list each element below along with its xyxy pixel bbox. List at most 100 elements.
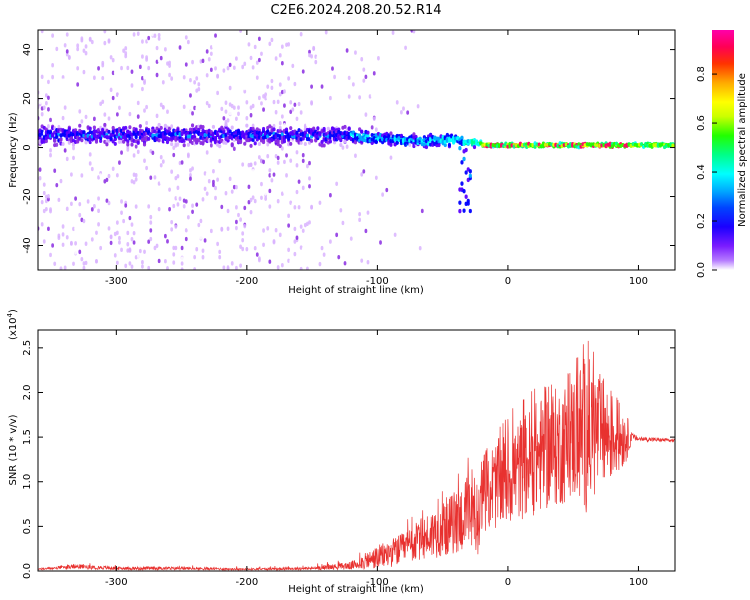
snr-line: [38, 340, 675, 571]
heatmap-cell: [153, 84, 157, 90]
heatmap-cell: [184, 199, 188, 204]
heatmap-cell: [92, 55, 96, 61]
heatmap-cell: [211, 124, 216, 129]
heatmap-cell: [230, 189, 234, 194]
heatmap-cell: [51, 189, 55, 194]
heatmap-cell: [306, 163, 309, 169]
heatmap-cell: [270, 109, 274, 114]
heatmap-cell: [118, 235, 121, 241]
heatmap-cell: [339, 142, 343, 147]
heatmap-cell: [65, 32, 69, 37]
heatmap-cell: [335, 181, 339, 186]
heatmap-cell: [136, 100, 140, 106]
heatmap-cell: [199, 262, 203, 267]
heatmap-cell: [301, 152, 305, 158]
heatmap-cell: [126, 142, 130, 147]
heatmap-cell: [230, 208, 234, 213]
heatmap-cell: [103, 30, 107, 34]
heatmap-cell: [61, 142, 65, 147]
heatmap-cell: [209, 67, 213, 73]
heatmap-cell: [128, 227, 132, 232]
heatmap-cell: [145, 104, 149, 110]
heatmap-cell: [101, 93, 105, 98]
heatmap-cell: [178, 45, 182, 50]
heatmap-cell: [368, 34, 372, 39]
heatmap-cell: [468, 208, 472, 214]
heatmap-cell: [274, 189, 278, 194]
heatmap-cell: [124, 263, 128, 269]
heatmap-cell: [90, 166, 94, 172]
heatmap-cell: [189, 168, 192, 173]
heatmap-cell: [176, 174, 180, 179]
heatmap-cell: [285, 153, 288, 158]
heatmap-cell: [316, 55, 320, 61]
heatmap-cell: [124, 46, 128, 51]
heatmap-cell: [249, 143, 253, 148]
heatmap-cell: [262, 242, 265, 247]
heatmap-cell: [245, 246, 249, 252]
heatmap-cell: [197, 82, 201, 87]
snr-y-tick-label: 1.5: [22, 429, 33, 445]
heatmap-cell: [343, 124, 347, 129]
heatmap-cell: [92, 121, 96, 127]
snr-y-tick-label: 0.0: [22, 563, 33, 579]
heatmap-cell: [126, 147, 130, 152]
heatmap-cell: [293, 226, 297, 232]
heatmap-cell: [262, 107, 265, 112]
heatmap-cell: [55, 74, 59, 80]
heatmap-cell: [299, 32, 303, 37]
heatmap-cell: [120, 210, 123, 215]
heatmap-cell: [251, 65, 255, 70]
heatmap-cell: [107, 200, 111, 206]
heatmap-cell: [374, 139, 378, 144]
heatmap-cell: [82, 48, 86, 53]
heatmap-cell: [59, 178, 63, 184]
heatmap-cell: [174, 224, 178, 229]
figure-title: C2E6.2024.208.20.52.R14: [270, 3, 441, 18]
heatmap-cell: [164, 259, 167, 264]
heatmap-cell: [224, 122, 228, 127]
heatmap-cell: [303, 242, 307, 247]
heatmap-cell: [280, 146, 284, 151]
heatmap-cell: [197, 86, 201, 92]
colorbar-ticks: 0.0 0.2 0.4 0.6 0.8: [696, 66, 717, 278]
heatmap-cell: [266, 61, 270, 66]
heatmap-cell: [191, 166, 194, 171]
heatmap-cell: [362, 78, 366, 83]
heatmap-cell: [268, 173, 272, 178]
heatmap-cell: [207, 108, 211, 114]
heatmap-cell: [174, 196, 178, 201]
heatmap-cell: [197, 162, 201, 168]
heatmap-cell: [297, 101, 301, 107]
heatmap-cell: [324, 36, 328, 42]
heatmap-cell: [186, 242, 190, 248]
heatmap-cell: [149, 184, 153, 190]
heatmap-cell: [118, 240, 121, 245]
heatmap-cell: [90, 207, 94, 212]
heatmap-cell: [324, 30, 328, 35]
heatmap-cell: [276, 99, 280, 105]
heatmap-cell: [186, 152, 190, 157]
heatmap-cell: [161, 70, 165, 75]
heatmap-cell: [312, 196, 316, 201]
heatmap-cell: [168, 30, 171, 33]
spectrogram-y-tick-label: 20: [22, 92, 33, 105]
heatmap-cell: [205, 100, 209, 106]
heatmap-cell: [437, 143, 441, 148]
heatmap-cell: [249, 55, 253, 61]
heatmap-cell: [282, 139, 287, 144]
heatmap-cell: [42, 208, 46, 214]
heatmap-cell: [128, 248, 132, 253]
heatmap-cell: [172, 203, 176, 209]
heatmap-cell: [266, 153, 270, 159]
heatmap-cell: [245, 217, 249, 223]
heatmap-cell: [335, 232, 339, 238]
heatmap-cell: [270, 178, 274, 183]
heatmap-cell: [51, 62, 55, 68]
heatmap-cell: [159, 155, 163, 160]
heatmap-cell: [270, 78, 274, 84]
heatmap-cell: [285, 42, 288, 47]
heatmap-cell: [356, 165, 359, 171]
heatmap-cell: [462, 208, 466, 213]
